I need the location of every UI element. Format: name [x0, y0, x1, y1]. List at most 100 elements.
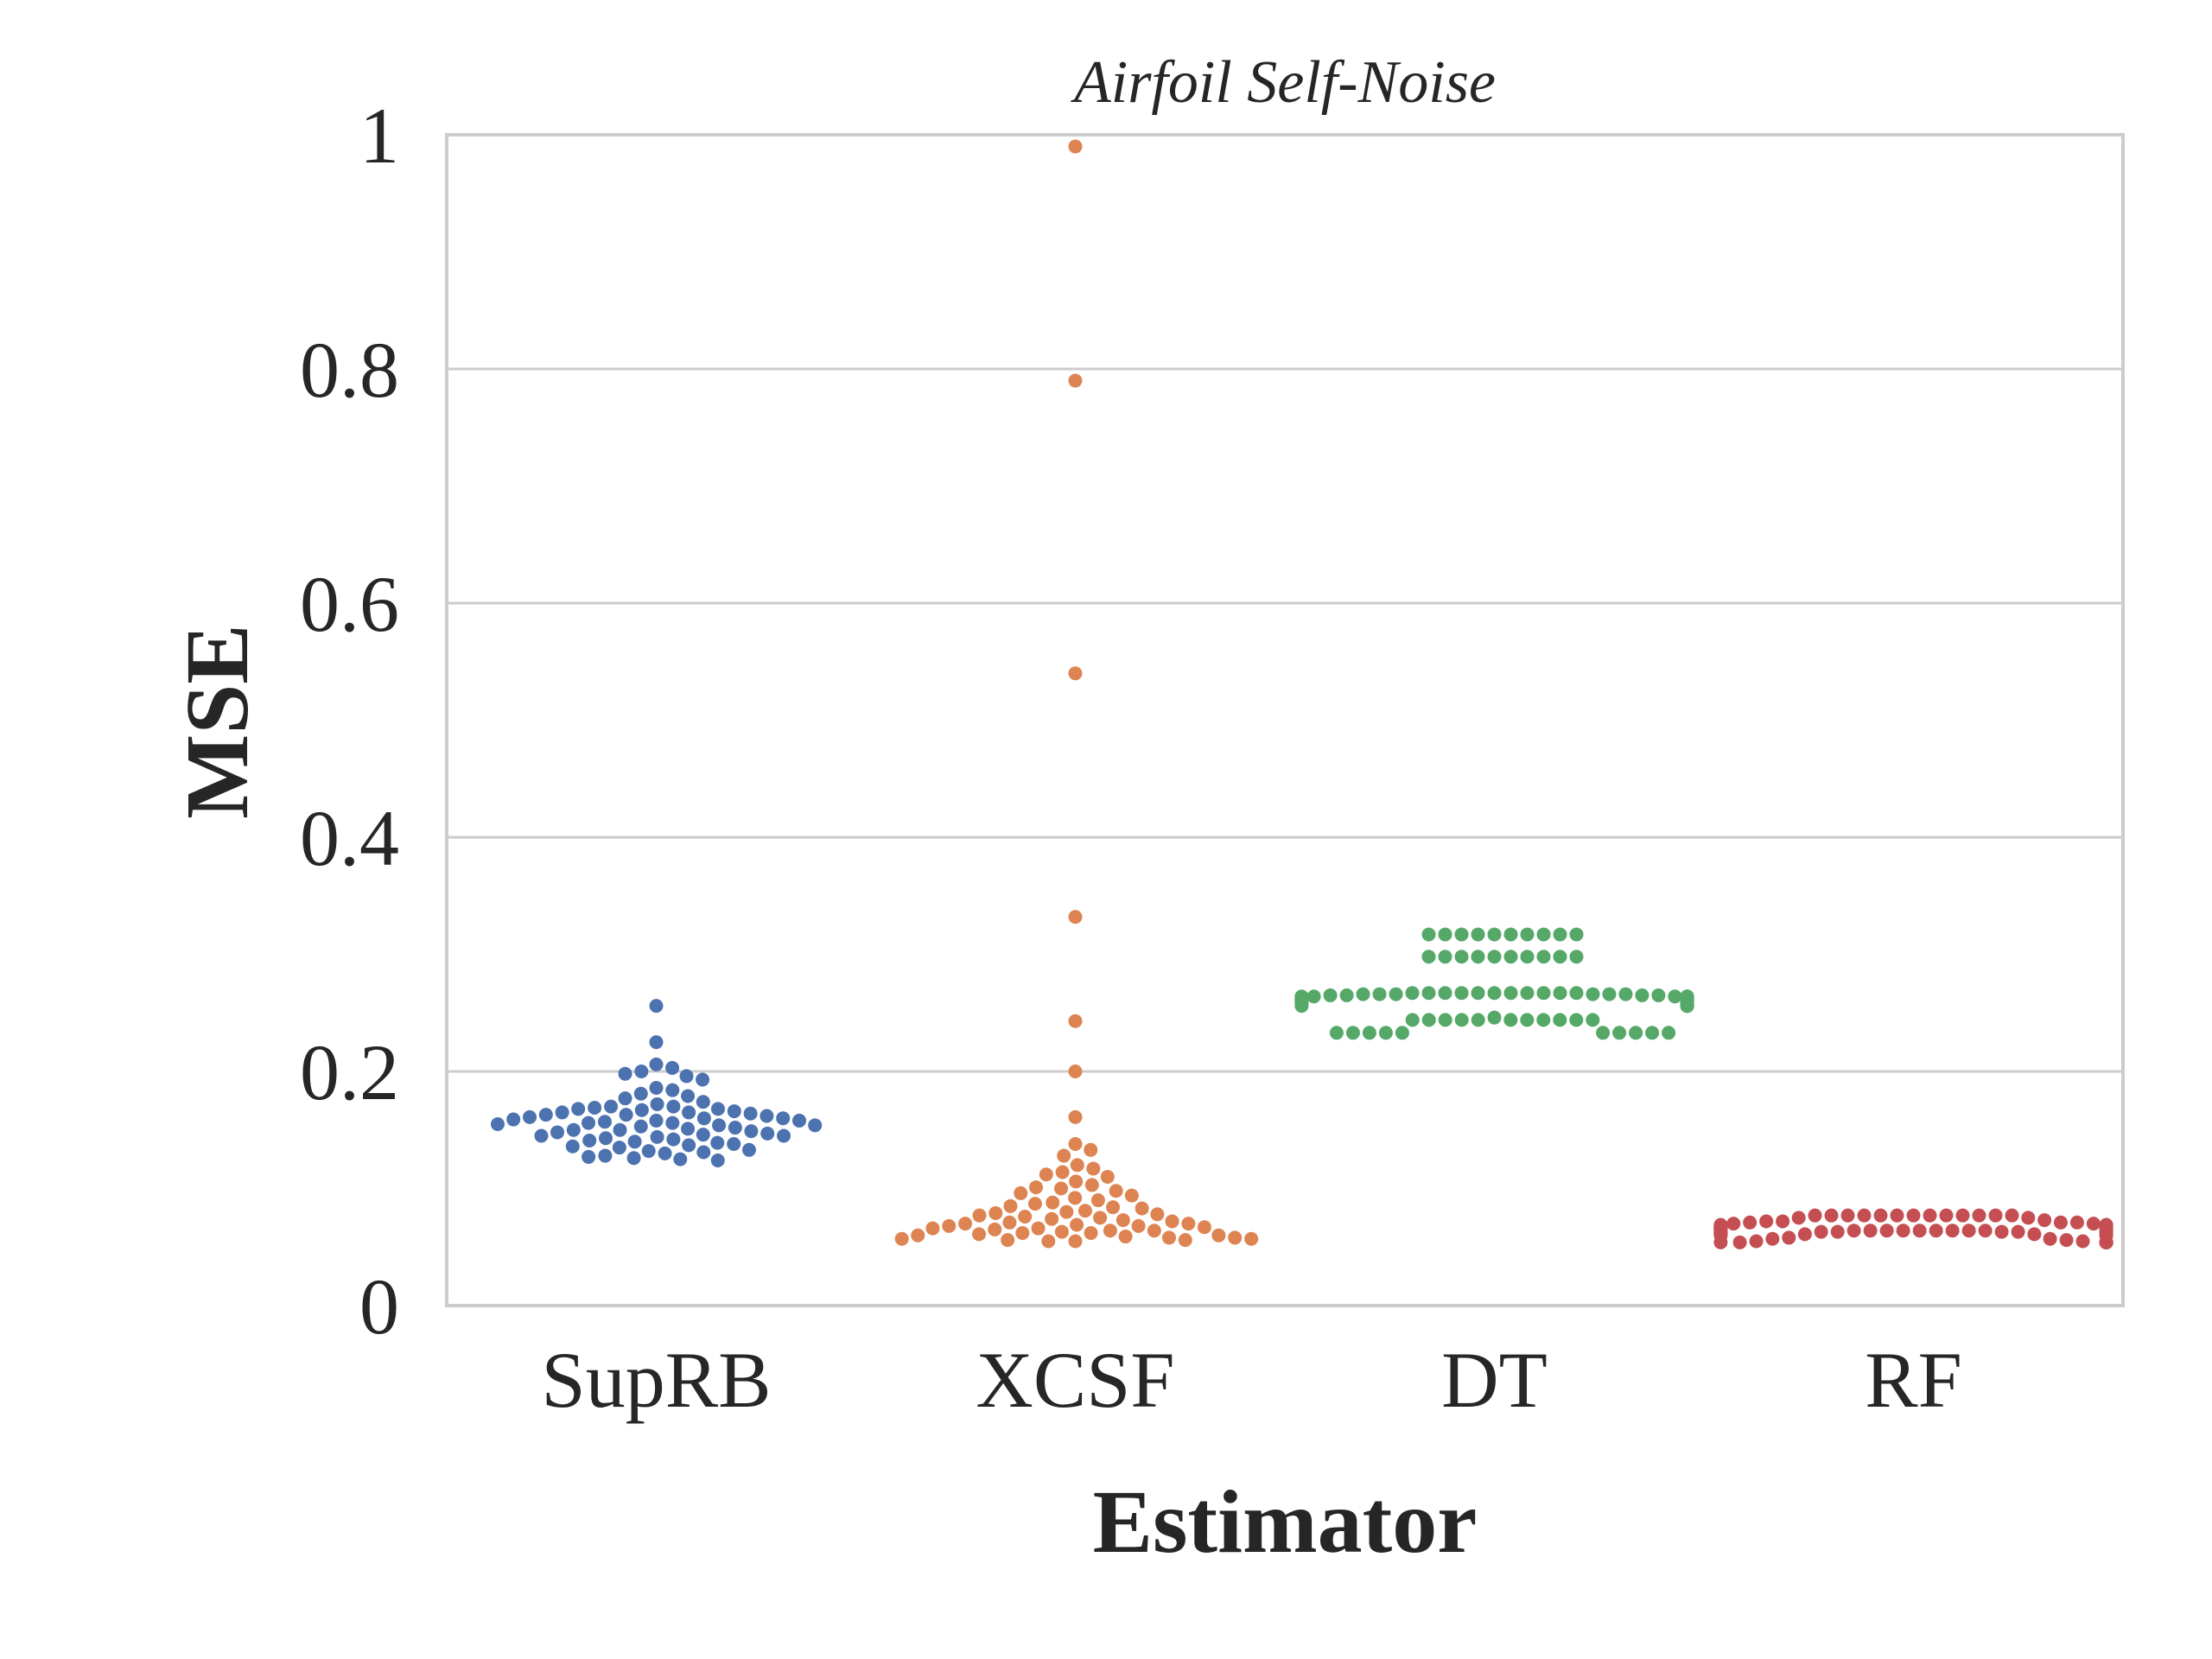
- data-point: [1945, 1224, 1960, 1238]
- data-point: [1090, 1193, 1105, 1208]
- data-point: [1161, 1230, 1176, 1245]
- data-point: [1471, 1013, 1485, 1027]
- data-point: [1651, 988, 1666, 1002]
- data-point: [1084, 1142, 1098, 1157]
- data-point: [1389, 987, 1403, 1001]
- data-point: [1084, 1225, 1098, 1240]
- data-point: [1814, 1224, 1828, 1239]
- data-point: [599, 1131, 613, 1146]
- data-point: [776, 1111, 791, 1126]
- data-point: [1329, 1026, 1344, 1040]
- data-point: [1782, 1230, 1796, 1245]
- data-point: [1645, 1026, 1660, 1040]
- data-point: [1438, 986, 1452, 1001]
- data-point: [2053, 1215, 2068, 1230]
- data-point: [1873, 1208, 1888, 1223]
- data-point: [1471, 927, 1485, 942]
- data-point: [588, 1101, 602, 1116]
- data-point: [1118, 1230, 1133, 1244]
- data-point: [710, 1135, 725, 1150]
- data-point: [1732, 1235, 1747, 1249]
- data-point: [1015, 1225, 1030, 1240]
- data-point: [2021, 1211, 2036, 1225]
- data-point: [1939, 1208, 1954, 1223]
- data-point: [1471, 950, 1485, 964]
- data-point: [1057, 1148, 1071, 1163]
- y-tick-label: 0: [359, 1262, 399, 1351]
- data-point: [1054, 1224, 1069, 1239]
- data-point: [1618, 987, 1633, 1001]
- data-point: [618, 1091, 632, 1106]
- data-point: [696, 1145, 711, 1160]
- data-point: [1824, 1208, 1839, 1223]
- data-point: [925, 1221, 940, 1236]
- y-tick-label: 1: [359, 92, 399, 180]
- data-point: [633, 1086, 648, 1101]
- data-point: [582, 1149, 596, 1164]
- data-point: [1055, 1165, 1070, 1179]
- data-point: [1070, 1158, 1084, 1173]
- data-point: [1906, 1208, 1921, 1223]
- data-point: [727, 1104, 741, 1119]
- data-point: [972, 1208, 987, 1223]
- data-point: [1503, 950, 1518, 964]
- data-point: [1421, 986, 1436, 1001]
- data-point: [555, 1105, 569, 1120]
- data-point: [1520, 986, 1535, 1001]
- data-point: [2005, 1208, 2019, 1223]
- data-point: [1680, 999, 1694, 1014]
- data-point: [1362, 1026, 1376, 1040]
- data-point: [1596, 1026, 1611, 1040]
- data-point: [1116, 1213, 1130, 1228]
- data-point: [1306, 989, 1321, 1004]
- data-point: [1536, 950, 1551, 964]
- data-point: [1726, 1217, 1741, 1231]
- data-point: [760, 1126, 775, 1141]
- chart-title: Airfoil Self-Noise: [1071, 49, 1496, 116]
- data-point: [1536, 927, 1551, 942]
- data-point: [727, 1137, 741, 1152]
- data-point: [682, 1138, 696, 1153]
- data-point: [1569, 1013, 1584, 1027]
- data-point: [681, 1122, 696, 1136]
- data-point: [597, 1115, 612, 1129]
- data-point: [1536, 1013, 1551, 1027]
- y-tick-label: 0.2: [300, 1028, 399, 1116]
- data-point: [641, 1144, 656, 1159]
- data-point: [634, 1103, 649, 1117]
- data-point: [666, 1132, 681, 1147]
- data-point: [649, 999, 664, 1014]
- data-point: [1830, 1224, 1845, 1239]
- data-point: [1520, 1013, 1535, 1027]
- data-point: [1018, 1210, 1033, 1224]
- data-point: [1046, 1195, 1060, 1210]
- data-point: [1106, 1200, 1121, 1215]
- data-point: [972, 1227, 987, 1242]
- data-point: [1068, 910, 1083, 925]
- data-point: [1553, 1013, 1567, 1027]
- data-point: [1863, 1224, 1878, 1238]
- data-point: [1002, 1215, 1017, 1230]
- data-point: [1103, 1224, 1117, 1238]
- data-point: [673, 1152, 688, 1166]
- data-point: [1662, 1026, 1676, 1040]
- data-point: [2027, 1227, 2042, 1242]
- data-point: [1405, 986, 1420, 1001]
- data-point: [1372, 987, 1387, 1001]
- data-point: [1912, 1224, 1927, 1238]
- data-point: [1569, 927, 1584, 942]
- data-point: [1131, 1218, 1146, 1233]
- data-point: [1635, 988, 1649, 1002]
- data-point: [988, 1222, 1002, 1236]
- y-tick-label: 0.6: [300, 560, 399, 648]
- plot-frame: [445, 133, 2125, 1307]
- data-point: [1068, 139, 1083, 154]
- data-point: [1520, 927, 1535, 942]
- data-point: [988, 1205, 1003, 1220]
- data-point: [1808, 1208, 1822, 1223]
- x-axis-title: Estimator: [1093, 1472, 1478, 1572]
- data-point: [598, 1148, 613, 1163]
- data-point: [1454, 950, 1469, 964]
- data-point: [626, 1151, 641, 1166]
- x-tick-label: RF: [1865, 1336, 1962, 1424]
